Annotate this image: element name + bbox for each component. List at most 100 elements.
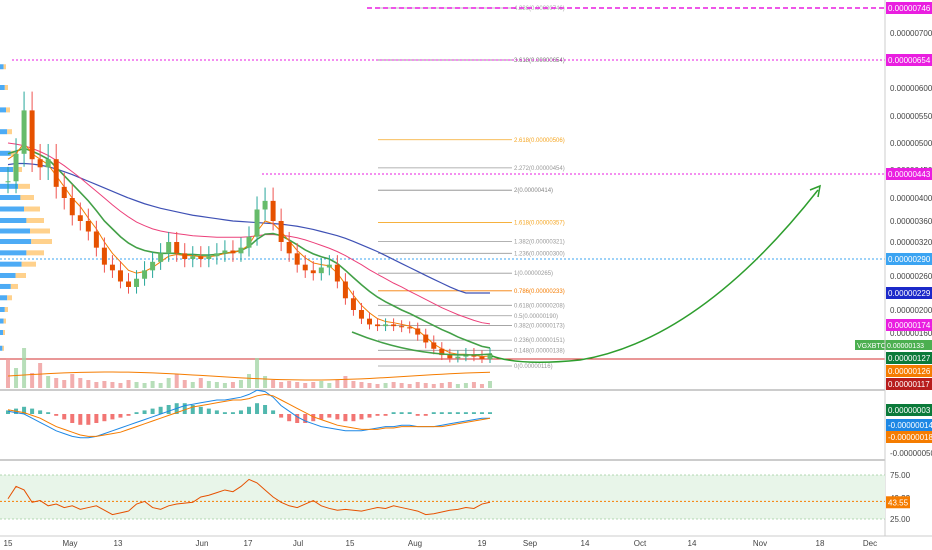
price-tick-label: 0.00000700 xyxy=(890,29,932,38)
macd-badge xyxy=(886,404,932,416)
candle-body xyxy=(399,326,405,328)
fib-label: 2.272(0.00000454) xyxy=(514,166,565,172)
volume-profile-bar-sell xyxy=(24,206,40,212)
candle-body xyxy=(407,327,413,329)
macd-histogram-bar xyxy=(391,412,396,414)
candle-body xyxy=(447,355,453,359)
volume-bar xyxy=(471,382,476,388)
volume-bar xyxy=(102,381,107,388)
volume-bar xyxy=(479,384,484,388)
candle-body xyxy=(29,110,35,160)
volume-bar xyxy=(455,384,460,388)
projection-arc xyxy=(491,189,819,363)
fib-label: 0.786(0.00000233) xyxy=(514,289,565,295)
macd-histogram-bar xyxy=(423,414,428,416)
volume-bar xyxy=(263,376,268,388)
macd-histogram-bar xyxy=(110,414,115,420)
candle-body xyxy=(302,264,308,271)
candle-body xyxy=(5,181,11,183)
candle-body xyxy=(334,264,340,282)
price-badge-label: 0.00000127 xyxy=(888,354,931,363)
volume-bar xyxy=(62,380,67,388)
volume-bar xyxy=(214,382,219,388)
volume-bar xyxy=(287,381,292,388)
macd-histogram-bar xyxy=(327,414,332,418)
volume-bar xyxy=(271,380,276,388)
volume-profile-bar xyxy=(0,239,32,244)
volume-bar xyxy=(279,382,284,388)
time-axis: 15 May 13 Jun 17 Jul 15 Aug 19 Sep 14 Oct 14 Nov 18 Dec xyxy=(4,539,878,548)
macd-histogram-bar xyxy=(38,410,43,414)
macd-histogram-bar xyxy=(287,414,292,422)
macd-panel: 0.00000003 -0.00000014 -0.00000018 -0.00000… xyxy=(6,389,932,458)
candle-body xyxy=(85,221,91,232)
price-badge-label: 0.00000117 xyxy=(888,380,930,389)
volume-bar xyxy=(311,382,316,388)
volume-profile-bar-sell xyxy=(2,345,4,351)
macd-histogram-bar xyxy=(319,414,324,420)
last-price-label: 0.00000133 xyxy=(887,343,924,350)
macd-histogram-bar xyxy=(399,412,404,414)
macd-badge xyxy=(886,431,932,443)
price-tick-label: 0.00000550 xyxy=(890,112,932,121)
macd-signal-line xyxy=(7,393,491,437)
price-tick-label: 0.00000200 xyxy=(890,306,932,315)
projection-arrow xyxy=(351,184,821,363)
fib-label: 1(0.00000265) xyxy=(514,271,553,277)
macd-histogram-bar xyxy=(367,414,372,418)
rsi-band xyxy=(0,475,885,519)
candle-body xyxy=(198,256,204,259)
macd-histogram-bar xyxy=(222,412,227,414)
macd-histogram-bar xyxy=(6,410,10,414)
volume-bar xyxy=(142,383,147,388)
price-badge-label: 0.00000126 xyxy=(888,367,931,376)
volume-profile-bar-sell xyxy=(26,250,44,256)
macd-histogram-bar xyxy=(54,414,59,416)
macd-badge-label: -0.00000018 xyxy=(888,433,932,442)
volume-bar xyxy=(190,382,195,388)
macd-histogram-bar xyxy=(166,405,171,414)
volume-profile-bar xyxy=(0,228,30,234)
volume-profile-bar xyxy=(0,261,22,267)
price-badges: 0.00000746 0.00000654 0.00000443 0.00000290… xyxy=(886,2,932,390)
volume-profile-bar xyxy=(0,206,24,212)
macd-histogram-bar xyxy=(335,414,340,420)
volume-profile-bar-sell xyxy=(26,218,44,223)
volume-profile-bar-sell xyxy=(7,295,12,301)
macd-histogram-bar xyxy=(30,408,35,414)
price-axis-ticks: 0.00000700 0.00000600 0.00000550 0.00000500… xyxy=(890,29,932,338)
fib-label: 1.382(0.00000321) xyxy=(514,239,565,245)
price-badge-label: 0.00000443 xyxy=(888,170,931,179)
volume-profile-bar-sell xyxy=(18,183,30,189)
macd-histogram-bar xyxy=(311,414,316,422)
time-axis-label: 19 xyxy=(478,539,487,548)
macd-histogram-bar xyxy=(431,412,436,414)
price-badge-label: 0.00000174 xyxy=(888,321,931,330)
time-axis-label: Aug xyxy=(408,539,422,548)
macd-badge xyxy=(886,419,932,431)
time-axis-label: 17 xyxy=(244,539,253,548)
time-axis-label: May xyxy=(62,539,77,548)
macd-histogram-bar xyxy=(359,414,364,420)
volume-profile-bar-sell xyxy=(3,64,6,70)
symbol-tag: VGXBTC 0.00000133 xyxy=(855,340,932,350)
macd-histogram-bar xyxy=(247,406,251,414)
volume-profile-bar xyxy=(0,107,6,113)
volume-profile-bar-sell xyxy=(20,195,34,200)
macd-histogram-bar xyxy=(78,414,83,425)
price-tick-label: 0.00000400 xyxy=(890,194,932,203)
candle-body xyxy=(278,221,284,242)
candle-body xyxy=(69,198,75,216)
volume-profile-bar-sell xyxy=(3,318,6,324)
candle-body xyxy=(77,215,83,221)
volume-profile-bar xyxy=(0,283,11,289)
volume-bar xyxy=(415,382,420,388)
macd-histogram-bar xyxy=(263,405,268,414)
candle-body xyxy=(246,236,252,248)
volume-bar xyxy=(174,374,179,388)
macd-histogram-bar xyxy=(255,403,260,414)
macd-histogram-bar xyxy=(22,406,27,414)
fib-label: 1.236(0.00000300) xyxy=(514,251,565,257)
support-curve xyxy=(351,331,493,356)
